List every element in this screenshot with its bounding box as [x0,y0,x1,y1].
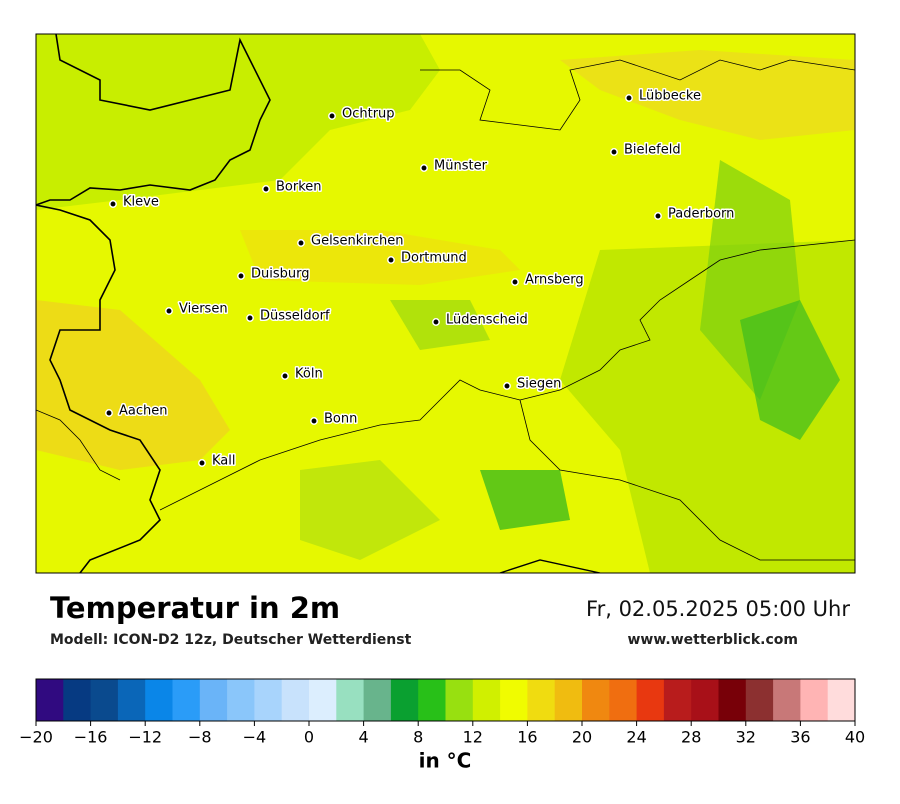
colorbar-segment [527,679,556,721]
colorbar-segment [718,679,747,721]
colorbar-tick-label: 28 [681,728,701,747]
colorbar-segment [691,679,719,721]
colorbar-segment [773,679,801,721]
city-label: Dortmund [401,251,467,266]
colorbar-segment [609,679,638,721]
city-dot [511,278,519,286]
colorbar-segment [745,679,774,721]
colorbar-segment [663,679,692,721]
city-dot [237,272,245,280]
colorbar: −20 −16 −12 −8 −4 0 4 8 12 16 20 24 28 32 36 40 [19,678,865,747]
city-label: Aachen [119,404,167,419]
city-layer: Ochtrup Lübbecke Bielefeld Münster Borken Kle… [105,87,736,470]
colorbar-segment [582,679,610,721]
title: Temperatur in 2m [50,591,340,625]
colorbar-segment [800,679,829,721]
city-label: Köln [295,367,323,382]
map-frame [35,33,856,574]
colorbar-tick-label: 24 [626,728,646,747]
city-dot [432,318,440,326]
colorbar-segment [254,679,283,721]
colorbar-segment [63,679,92,721]
colorbar-segment [199,679,228,721]
map [36,34,855,573]
colorbar-tick-label: −16 [74,728,108,747]
colorbar-segment [636,679,665,721]
colorbar-segment [500,679,528,721]
colorbar-segment [172,679,201,721]
city-label: Viersen [179,302,228,317]
colorbar-segment [36,679,64,721]
datetime: Fr, 02.05.2025 05:00 Uhr [586,597,850,621]
colorbar-tick-label: 8 [413,728,423,747]
colorbar-label: in °C [419,749,472,773]
colorbar-segment [445,679,474,721]
colorbar-tick-label: −12 [128,728,162,747]
city-label: Kall [212,454,236,469]
city-label: Düsseldorf [260,309,330,324]
colorbar-frame [35,678,856,722]
colorbar-tick-label: 20 [572,728,592,747]
city-dot [281,372,289,380]
colorbar-tick-label: −20 [19,728,53,747]
city-dot [297,239,305,247]
colorbar-segment [117,679,146,721]
colorbar-segment [281,679,310,721]
model: Modell: ICON-D2 12z, Deutscher Wetterdie… [50,632,412,648]
colorbar-segment [363,679,392,721]
city-dot [262,185,270,193]
city-label: Duisburg [251,267,310,282]
colorbar-segment [227,679,255,721]
city-dot [503,382,511,390]
city-label: Münster [434,159,488,174]
colorbar-segment [472,679,501,721]
colorbar-segment [145,679,173,721]
city-label: Kleve [123,195,159,210]
colorbar-segment [309,679,337,721]
city-dot [165,307,173,315]
colorbar-tick-label: 16 [517,728,537,747]
city-label: Siegen [517,377,561,392]
colorbar-tick-label: 4 [359,728,369,747]
city-dot [610,148,618,156]
colorbar-segment [390,679,419,721]
city-label: Lüdenscheid [446,313,528,328]
colorbar-tick-label: −8 [188,728,212,747]
city-label: Arnsberg [525,273,584,288]
colorbar-tick-label: 36 [790,728,810,747]
city-dot [625,94,633,102]
colorbar-tick-label: 12 [463,728,483,747]
city-label: Bonn [324,412,357,427]
city-dot [328,112,336,120]
colorbar-tick-label: 0 [304,728,314,747]
city-dot [310,417,318,425]
city-dot [387,256,395,264]
colorbar-tick-label: 32 [736,728,756,747]
colorbar-segment [336,679,365,721]
colorbar-segment [827,679,856,721]
colorbar-segment [554,679,583,721]
colorbar-segment [90,679,119,721]
colorbar-segment [418,679,446,721]
city-dot [654,212,662,220]
city-label: Gelsenkirchen [311,234,404,249]
city-dot [105,409,113,417]
website: www.wetterblick.com [628,632,799,648]
colorbar-tick-label: −4 [243,728,267,747]
city-label: Borken [276,180,322,195]
city-label: Ochtrup [342,107,395,122]
city-label: Lübbecke [639,89,701,104]
city-dot [198,459,206,467]
city-label: Bielefeld [624,143,681,158]
city-dot [246,314,254,322]
city-dot [109,200,117,208]
city-label: Paderborn [668,207,734,222]
city-dot [420,164,428,172]
colorbar-tick-label: 40 [845,728,865,747]
